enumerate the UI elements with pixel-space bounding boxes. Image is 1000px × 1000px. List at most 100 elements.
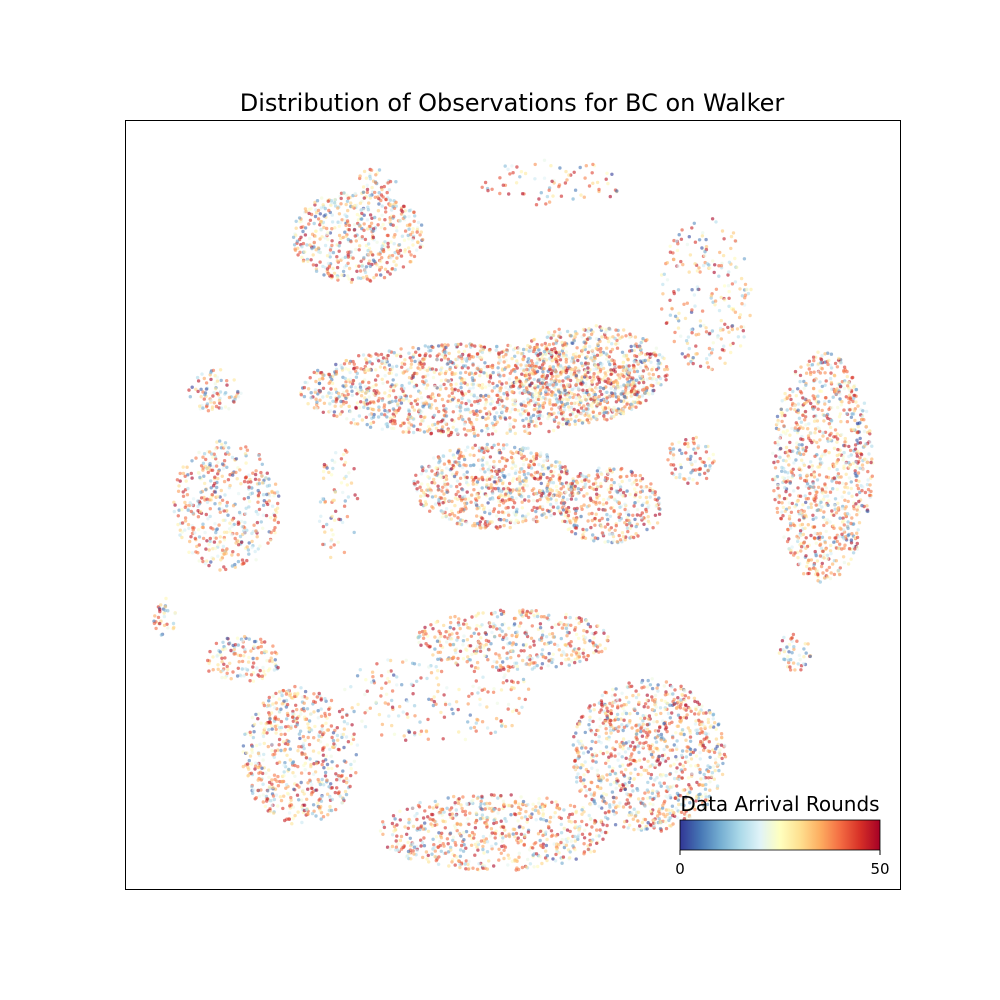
scatter-point bbox=[637, 381, 641, 385]
scatter-point bbox=[609, 506, 613, 510]
scatter-point bbox=[420, 465, 424, 469]
scatter-point bbox=[551, 333, 556, 337]
scatter-point bbox=[365, 227, 370, 231]
scatter-point bbox=[594, 502, 598, 506]
scatter-point bbox=[682, 302, 686, 306]
scatter-point bbox=[685, 242, 690, 247]
scatter-point bbox=[366, 242, 371, 246]
scatter-point bbox=[574, 351, 578, 356]
scatter-point bbox=[532, 407, 536, 412]
scatter-point bbox=[694, 435, 698, 440]
scatter-point bbox=[606, 522, 610, 526]
scatter-point bbox=[312, 240, 316, 245]
scatter-point bbox=[587, 344, 592, 349]
scatter-point bbox=[527, 424, 531, 429]
scatter-point bbox=[781, 505, 785, 510]
scatter-point bbox=[668, 298, 672, 302]
scatter-point bbox=[407, 214, 411, 219]
scatter-point bbox=[680, 451, 684, 456]
scatter-point bbox=[647, 503, 651, 508]
scatter-point bbox=[634, 524, 638, 529]
scatter-point bbox=[672, 238, 676, 243]
scatter-point bbox=[501, 481, 505, 486]
scatter-point bbox=[336, 206, 340, 210]
scatter-point bbox=[198, 475, 202, 480]
scatter-point bbox=[679, 259, 683, 264]
scatter-point bbox=[201, 461, 206, 465]
scatter-point bbox=[261, 503, 266, 507]
scatter-point bbox=[738, 344, 743, 348]
scatter-point bbox=[545, 194, 550, 199]
scatter-point bbox=[260, 481, 265, 485]
scatter-point bbox=[446, 399, 450, 403]
scatter-point bbox=[394, 411, 398, 415]
scatter-point bbox=[466, 366, 470, 370]
scatter-point bbox=[645, 338, 649, 342]
scatter-point bbox=[408, 260, 412, 264]
scatter-point bbox=[416, 240, 420, 244]
scatter-point bbox=[400, 210, 405, 214]
scatter-point bbox=[553, 346, 557, 351]
scatter-point bbox=[579, 406, 584, 410]
scatter-point bbox=[294, 233, 298, 237]
scatter-point bbox=[657, 496, 661, 500]
scatter-point bbox=[201, 522, 205, 526]
scatter-point bbox=[729, 350, 733, 355]
scatter-point bbox=[358, 201, 363, 205]
scatter-point bbox=[733, 256, 737, 261]
scatter-point bbox=[270, 651, 274, 655]
scatter-point bbox=[594, 337, 599, 341]
scatter-point bbox=[827, 466, 831, 471]
scatter-point bbox=[551, 428, 556, 433]
scatter-point bbox=[218, 401, 222, 405]
scatter-point bbox=[172, 509, 176, 514]
scatter-point bbox=[680, 228, 684, 232]
scatter-point bbox=[490, 432, 495, 436]
scatter-point bbox=[804, 423, 808, 427]
scatter-point bbox=[680, 352, 684, 356]
scatter-point bbox=[244, 445, 248, 449]
scatter-point bbox=[564, 507, 568, 511]
scatter-point bbox=[272, 494, 276, 498]
scatter-point bbox=[450, 398, 455, 402]
scatter-point bbox=[444, 407, 448, 411]
scatter-point bbox=[364, 357, 368, 361]
scatter-point bbox=[676, 288, 681, 292]
scatter-point bbox=[178, 533, 182, 537]
scatter-point bbox=[647, 392, 651, 396]
scatter-point bbox=[608, 514, 613, 518]
scatter-point bbox=[704, 330, 709, 334]
scatter-point bbox=[218, 650, 222, 654]
scatter-point bbox=[351, 359, 355, 364]
scatter-point bbox=[191, 497, 196, 501]
scatter-point bbox=[456, 490, 460, 494]
scatter-point bbox=[710, 461, 715, 465]
scatter-point bbox=[220, 498, 225, 502]
scatter-point bbox=[524, 379, 528, 384]
scatter-point bbox=[491, 425, 496, 430]
scatter-point bbox=[391, 421, 395, 426]
scatter-point bbox=[664, 378, 668, 382]
scatter-point bbox=[579, 399, 584, 403]
scatter-point bbox=[459, 382, 463, 386]
scatter-point bbox=[363, 384, 368, 389]
scatter-point bbox=[377, 405, 381, 409]
scatter-point bbox=[573, 422, 577, 426]
scatter-point bbox=[465, 470, 469, 474]
scatter-point bbox=[367, 252, 371, 256]
scatter-point bbox=[373, 378, 378, 382]
scatter-point bbox=[464, 344, 469, 348]
scatter-point bbox=[428, 490, 433, 494]
scatter-point bbox=[661, 282, 665, 287]
scatter-point bbox=[209, 495, 213, 500]
scatter-point bbox=[842, 560, 847, 565]
scatter-point bbox=[475, 417, 479, 422]
scatter-point bbox=[222, 479, 227, 484]
scatter-point bbox=[651, 526, 655, 530]
scatter-point bbox=[624, 367, 628, 371]
scatter-point bbox=[440, 397, 445, 402]
scatter-point bbox=[789, 397, 793, 402]
scatter-point bbox=[374, 173, 378, 177]
scatter-point bbox=[535, 519, 540, 524]
scatter-point bbox=[586, 329, 590, 334]
